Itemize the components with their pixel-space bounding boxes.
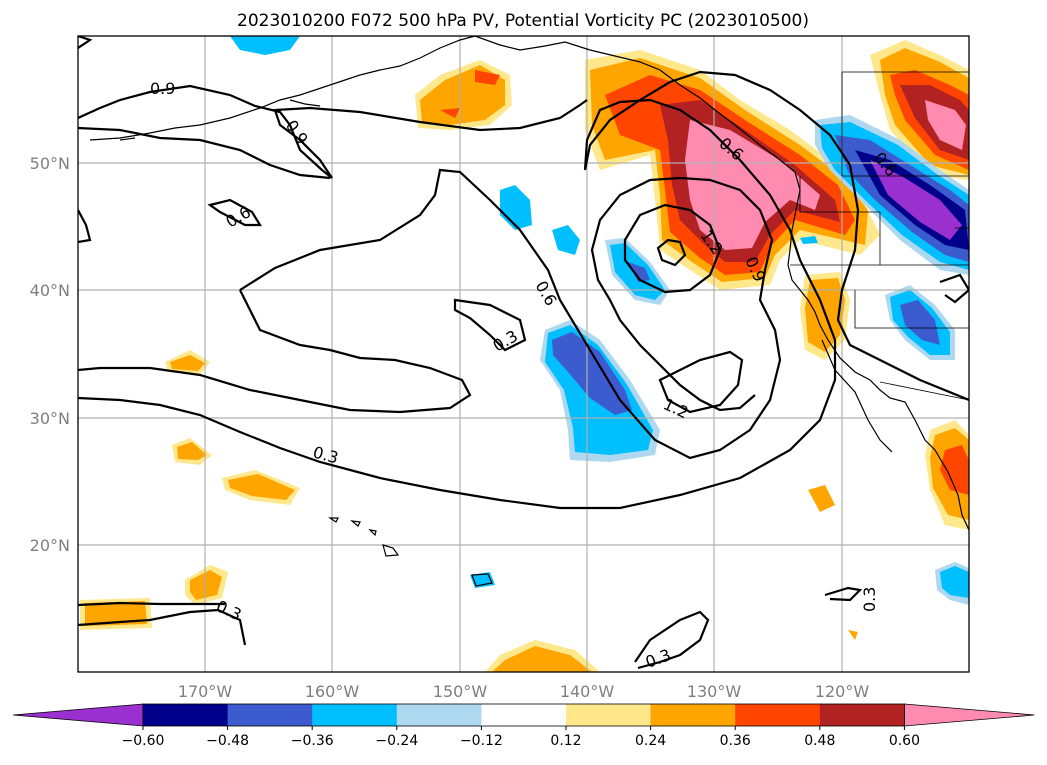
colorbar-tick-label: 0.12: [550, 733, 581, 749]
pv-contours: [78, 36, 969, 670]
colorbar-extend-high: [904, 703, 1035, 727]
latitude-labels: 50°N 40°N 30°N 20°N: [30, 154, 70, 555]
lat-label-20n: 20°N: [30, 536, 70, 555]
colorbar-tick-label: 0.36: [720, 733, 751, 749]
colorbar-swatch: [396, 704, 482, 726]
colorbar-swatch: [650, 704, 736, 726]
lon-label-120w: 120°W: [815, 682, 870, 701]
colorbar-frame: [142, 703, 905, 727]
map-panel: 0.9 0.9 0.6 0.6 0.3 1.2 0.9 1.2 0.3 0.3 …: [78, 36, 969, 672]
contour-label: 0.3: [860, 587, 879, 612]
lat-label-30n: 30°N: [30, 409, 70, 428]
colorbar-swatch: [819, 704, 905, 726]
colorbar-tick-label: −0.60: [122, 733, 165, 749]
colorbar-extend-low: [12, 703, 144, 727]
colorbar-swatch: [143, 704, 229, 726]
colorbar-swatch: [735, 704, 821, 726]
colorbar-swatch: [312, 704, 398, 726]
lon-label-160w: 160°W: [305, 682, 360, 701]
positive-pv-anomaly-small-patches: [80, 272, 858, 672]
colorbar-tick-label: −0.12: [460, 733, 503, 749]
contour-label: 0.9: [150, 79, 175, 98]
longitude-labels: 170°W 160°W 150°W 140°W 130°W 120°W: [178, 682, 870, 701]
colorbar-swatch: [566, 704, 652, 726]
negative-pv-anomaly-west-us: [815, 115, 969, 275]
positive-pv-anomaly-canada: [870, 40, 969, 180]
lon-label-170w: 170°W: [178, 682, 233, 701]
colorbar: −0.60 −0.48 −0.36 −0.24 −0.12 0.12 0.24 0.36 0.4…: [12, 703, 1035, 749]
lon-label-140w: 140°W: [560, 682, 615, 701]
lon-label-150w: 150°W: [433, 682, 488, 701]
political-borders: [790, 71, 969, 401]
colorbar-tick-label: −0.36: [291, 733, 334, 749]
negative-pv-anomaly-subtropical-trough: [540, 320, 660, 462]
colorbar-tick-label: 0.60: [889, 733, 920, 749]
positive-pv-anomaly-mexico: [925, 420, 969, 530]
colorbar-swatch: [481, 704, 567, 726]
positive-pv-anomaly-gulf-of-alaska: [415, 60, 512, 130]
positive-pv-anomaly-pacific-northwest: [585, 50, 880, 290]
lat-label-50n: 50°N: [30, 154, 70, 173]
colorbar-tick-label: −0.24: [375, 733, 418, 749]
colorbar-tick-label: 0.48: [804, 733, 835, 749]
coastlines: [89, 36, 969, 587]
figure-title: 2023010200 F072 500 hPa PV, Potential Vo…: [237, 11, 809, 31]
colorbar-tick-label: −0.48: [206, 733, 249, 749]
map-frame: [77, 35, 970, 673]
lat-label-40n: 40°N: [30, 281, 70, 300]
colorbar-tick-label: 0.24: [635, 733, 666, 749]
negative-pv-anomaly-small-patches: [230, 36, 969, 605]
lon-label-130w: 130°W: [687, 682, 742, 701]
colorbar-swatch: [227, 704, 313, 726]
